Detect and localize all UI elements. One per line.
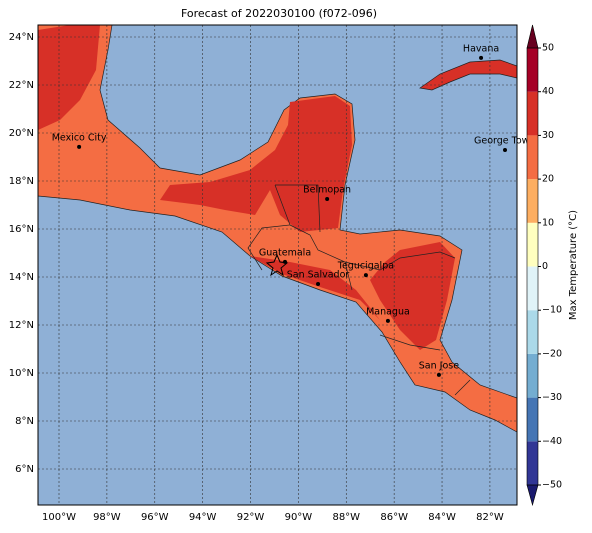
colorbar-tick-label: 40	[542, 86, 554, 97]
country-border	[454, 379, 471, 396]
city-marker	[325, 197, 330, 201]
lat-tick-label: 12°N	[9, 320, 34, 331]
map-frame	[37, 24, 518, 506]
colorbar-extend	[526, 484, 539, 507]
colorbar-band	[527, 441, 538, 485]
lat-tick-label: 10°N	[9, 368, 34, 379]
city-label: Guatemala	[259, 247, 311, 258]
lat-tick-label: 18°N	[9, 176, 34, 187]
city-marker	[282, 259, 287, 264]
city-label: Tegucigalpa	[337, 261, 394, 272]
city-label: Managua	[366, 306, 410, 317]
colorbar-band	[527, 222, 538, 267]
lat-tick-label: 24°N	[9, 32, 34, 43]
colorbar-band	[527, 48, 538, 92]
city-label: Belmopan	[303, 185, 351, 196]
colorbar-tick-label: 30	[542, 130, 554, 141]
country-border	[247, 184, 291, 271]
lon-tick-label: 96°W	[141, 512, 169, 523]
lon-tick-label: 82°W	[476, 512, 504, 523]
colorbar-band	[527, 310, 538, 354]
colorbar-tick-label: −20	[542, 348, 562, 359]
city-marker	[385, 318, 390, 323]
colorbar-tick-label: −40	[542, 436, 562, 447]
land	[38, 25, 517, 433]
colorbar-band	[527, 353, 538, 398]
lon-tick-label: 98°W	[93, 512, 121, 523]
colorbar-tick-label: −50	[542, 480, 562, 491]
lat-tick-label: 6°N	[15, 464, 34, 475]
colorbar-tick-label: 50	[542, 43, 554, 54]
city-marker	[316, 281, 321, 286]
country-border	[379, 334, 441, 351]
lat-tick-label: 14°N	[9, 272, 34, 283]
hot-region	[38, 25, 100, 130]
city-marker	[436, 372, 441, 377]
city-marker	[77, 144, 82, 149]
lon-tick-label: 90°W	[285, 512, 313, 523]
colorbar-band	[527, 179, 538, 223]
hot-region	[370, 242, 455, 350]
colorbar-band	[527, 266, 538, 311]
city-marker	[479, 55, 484, 60]
city-label: San Jose	[419, 360, 459, 371]
colorbar-tick-label: 10	[542, 217, 554, 228]
lon-tick-label: 84°W	[428, 512, 456, 523]
lat-tick-label: 22°N	[9, 80, 34, 91]
colorbar-band	[527, 397, 538, 442]
city-marker	[363, 273, 368, 278]
city-label: Havana	[463, 43, 499, 54]
colorbar-tick-label: 20	[542, 174, 554, 185]
hot-region	[160, 96, 352, 232]
colorbar-tick-label: −10	[542, 305, 562, 316]
colorbar-tick-label: −30	[542, 392, 562, 403]
city-marker	[503, 148, 508, 153]
colorbar-label: Max Temperature (°C)	[568, 210, 579, 320]
colorbar-tick-label: 0	[542, 261, 548, 272]
map-title: Forecast of 2022030100 (f072-096)	[181, 7, 377, 20]
lon-tick-label: 94°W	[189, 512, 217, 523]
lat-tick-label: 8°N	[15, 416, 34, 427]
lon-tick-label: 92°W	[237, 512, 265, 523]
city-label: San Salvador	[287, 269, 350, 280]
colorbar-band	[527, 135, 538, 180]
lon-tick-label: 88°W	[332, 512, 360, 523]
map-area	[38, 25, 517, 505]
country-border	[289, 224, 353, 291]
country-border	[344, 251, 456, 271]
cuba	[419, 59, 517, 91]
city-label: George Town	[474, 136, 535, 147]
lat-tick-label: 20°N	[9, 128, 34, 139]
lon-tick-label: 100°W	[42, 512, 76, 523]
lat-tick-label: 16°N	[9, 224, 34, 235]
colorbar-band	[527, 91, 538, 136]
lon-tick-label: 86°W	[380, 512, 408, 523]
colorbar-extend	[526, 24, 539, 49]
country-border	[275, 184, 321, 233]
city-label: Mexico City	[52, 132, 107, 143]
